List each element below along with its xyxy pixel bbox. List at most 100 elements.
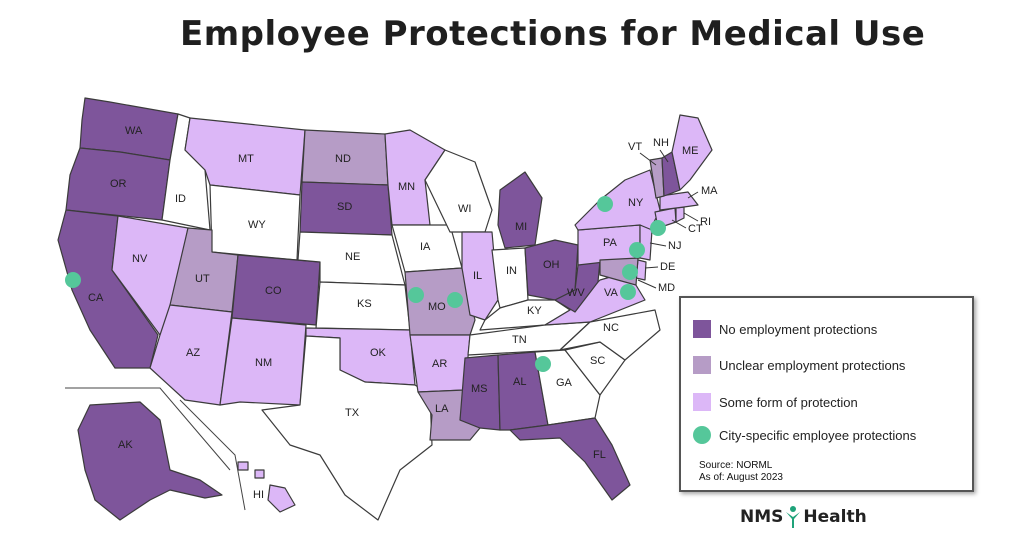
label-NE: NE bbox=[345, 251, 360, 263]
state-ME[interactable] bbox=[671, 114, 713, 191]
state-MI[interactable] bbox=[497, 171, 543, 249]
legend-label: Some form of protection bbox=[719, 394, 858, 410]
label-AZ: AZ bbox=[186, 347, 200, 359]
label-WY: WY bbox=[248, 219, 266, 231]
state-VA[interactable] bbox=[544, 271, 646, 326]
legend-item-some: Some form of protection bbox=[693, 393, 858, 411]
state-AK[interactable] bbox=[77, 401, 223, 521]
city-markers bbox=[65, 196, 666, 372]
label-KS: KS bbox=[357, 298, 372, 310]
state-NY[interactable] bbox=[574, 169, 661, 231]
legend-swatch bbox=[693, 356, 711, 374]
map-title: Employee Protections for Medical Use bbox=[180, 14, 926, 54]
brand-left: NMS bbox=[740, 507, 784, 527]
label-NV: NV bbox=[132, 253, 148, 265]
label-IA: IA bbox=[420, 241, 431, 253]
state-RI[interactable] bbox=[675, 206, 685, 223]
legend-swatch bbox=[693, 320, 711, 338]
label-SC: SC bbox=[590, 355, 605, 367]
label-WA: WA bbox=[125, 125, 143, 137]
label-TX: TX bbox=[345, 407, 360, 419]
label-UT: UT bbox=[195, 273, 210, 285]
label-VT: VT bbox=[628, 141, 642, 153]
label-MN: MN bbox=[398, 181, 415, 193]
label-ND: ND bbox=[335, 153, 351, 165]
inset-divider bbox=[65, 387, 231, 471]
city-marker bbox=[408, 287, 424, 303]
legend-item-city: City-specific employee protections bbox=[693, 426, 916, 444]
state-labels: WA OR CA NV ID MT WY UT AZ CO NM ND SD N… bbox=[88, 125, 718, 501]
label-HI: HI bbox=[253, 489, 264, 501]
label-IL: IL bbox=[473, 270, 482, 282]
label-WI: WI bbox=[458, 203, 471, 215]
label-PA: PA bbox=[603, 237, 618, 249]
source-note: Source: NORML As of: August 2023 bbox=[699, 460, 783, 484]
state-HI[interactable] bbox=[237, 461, 296, 513]
city-marker bbox=[622, 264, 638, 280]
label-OK: OK bbox=[370, 347, 387, 359]
label-AL: AL bbox=[513, 376, 526, 388]
label-CO: CO bbox=[265, 285, 282, 297]
label-WV: WV bbox=[567, 287, 585, 299]
state-MS[interactable] bbox=[459, 354, 501, 431]
label-MO: MO bbox=[428, 301, 446, 313]
city-marker bbox=[447, 292, 463, 308]
label-AR: AR bbox=[432, 358, 447, 370]
label-MT: MT bbox=[238, 153, 254, 165]
label-MD: MD bbox=[658, 282, 675, 294]
state-MN[interactable] bbox=[384, 129, 446, 226]
state-IN[interactable] bbox=[491, 247, 529, 309]
city-marker bbox=[620, 284, 636, 300]
label-MI: MI bbox=[515, 221, 527, 233]
label-SD: SD bbox=[337, 201, 352, 213]
label-NM: NM bbox=[255, 357, 272, 369]
label-LA: LA bbox=[435, 403, 449, 415]
label-IN: IN bbox=[506, 265, 517, 277]
label-OH: OH bbox=[543, 259, 560, 271]
legend-item-none: No employment protections bbox=[693, 320, 877, 338]
legend-swatch bbox=[693, 426, 711, 444]
state-TX[interactable] bbox=[261, 335, 433, 521]
state-MO[interactable] bbox=[404, 267, 476, 336]
state-WI[interactable] bbox=[424, 149, 493, 233]
label-DE: DE bbox=[660, 261, 675, 273]
label-MS: MS bbox=[471, 383, 488, 395]
state-NM[interactable] bbox=[219, 317, 307, 406]
city-marker bbox=[535, 356, 551, 372]
leader-lines bbox=[637, 149, 699, 289]
label-ME: ME bbox=[682, 145, 699, 157]
label-NC: NC bbox=[603, 322, 619, 334]
city-marker bbox=[629, 242, 645, 258]
label-AK: AK bbox=[118, 439, 133, 451]
city-marker bbox=[65, 272, 81, 288]
label-GA: GA bbox=[556, 377, 573, 389]
legend: No employment protections Unclear employ… bbox=[679, 296, 974, 492]
legend-item-unclear: Unclear employment protections bbox=[693, 356, 905, 374]
label-RI: RI bbox=[700, 216, 711, 228]
legend-swatch bbox=[693, 393, 711, 411]
legend-label: City-specific employee protections bbox=[719, 427, 917, 443]
city-marker bbox=[650, 220, 666, 236]
legend-label: Unclear employment protections bbox=[719, 357, 906, 373]
as-of-text: As of: August 2023 bbox=[699, 472, 783, 483]
label-NJ: NJ bbox=[668, 240, 681, 252]
label-CA: CA bbox=[88, 292, 104, 304]
label-NH: NH bbox=[653, 137, 669, 149]
brand-right: Health bbox=[803, 507, 867, 527]
label-TN: TN bbox=[512, 334, 527, 346]
inset-divider bbox=[179, 399, 246, 511]
label-CT: CT bbox=[688, 223, 703, 235]
label-MA: MA bbox=[701, 185, 718, 197]
label-OR: OR bbox=[110, 178, 127, 190]
person-icon bbox=[786, 506, 801, 528]
label-FL: FL bbox=[593, 449, 606, 461]
legend-label: No employment protections bbox=[719, 321, 878, 337]
label-KY: KY bbox=[527, 305, 542, 317]
label-NY: NY bbox=[628, 197, 644, 209]
state-MA[interactable] bbox=[659, 191, 699, 211]
label-VA: VA bbox=[604, 287, 619, 299]
source-text: Source: NORML bbox=[699, 460, 773, 471]
brand-logo: NMS Health bbox=[740, 505, 867, 529]
state-FL[interactable] bbox=[509, 417, 631, 501]
